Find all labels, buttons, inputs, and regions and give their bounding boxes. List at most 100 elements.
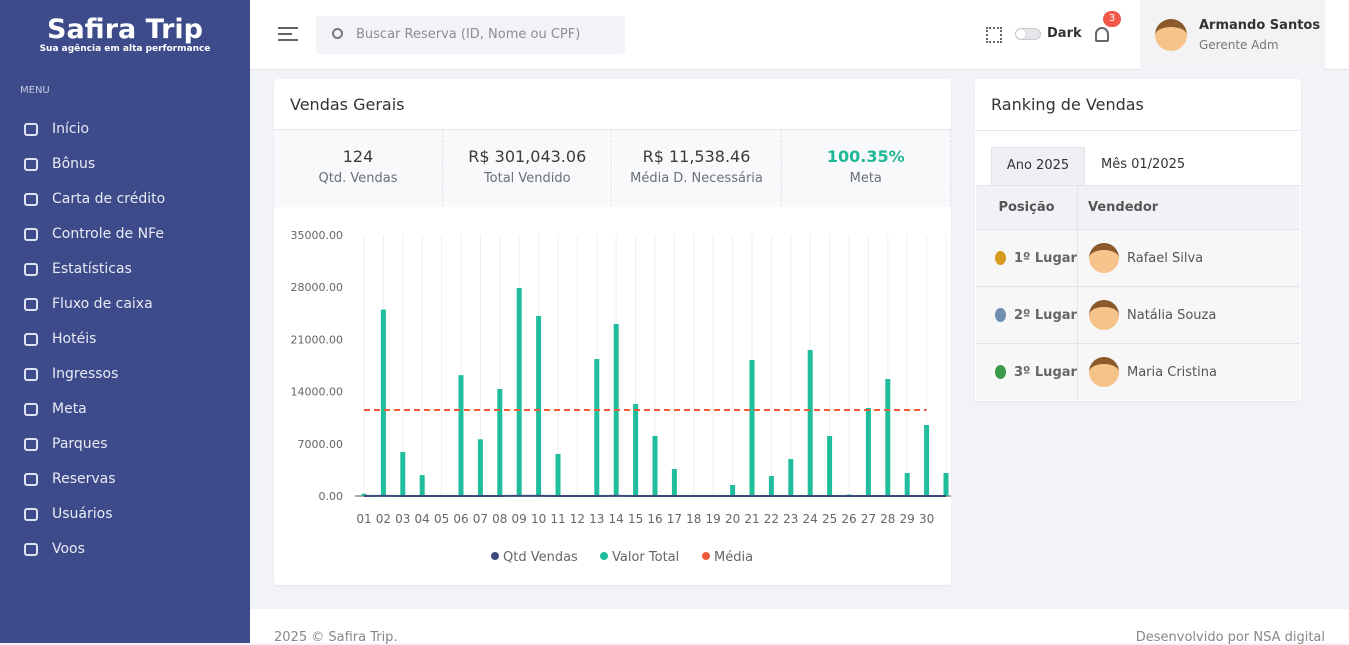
legend-label: Valor Total bbox=[612, 550, 679, 565]
bar bbox=[536, 316, 541, 496]
x-tick-label: 08 bbox=[492, 512, 507, 526]
legend-dot bbox=[491, 552, 499, 560]
sidebar: Safira Trip Sua agência em alta performa… bbox=[0, 0, 250, 643]
y-tick-label: 21000.00 bbox=[291, 333, 344, 346]
topbar: Buscar Reserva (ID, Nome ou CPF) Dark 3 … bbox=[250, 0, 1349, 70]
y-tick-label: 35000.00 bbox=[291, 229, 344, 242]
bar bbox=[924, 425, 929, 496]
brand-tagline: Sua agência em alta performance bbox=[0, 44, 250, 54]
menu-item[interactable]: Ingressos bbox=[24, 364, 118, 384]
menu-item[interactable]: Hotéis bbox=[24, 329, 96, 349]
menu-label: Parques bbox=[52, 436, 108, 452]
badge: 3 bbox=[1103, 11, 1121, 27]
x-tick-label: 19 bbox=[706, 512, 721, 526]
stat: R$ 301,043.06 Total Vendido bbox=[443, 130, 612, 207]
brand-title: Safira Trip bbox=[0, 14, 250, 45]
x-tick-label: 26 bbox=[841, 512, 856, 526]
y-tick-label: 7000.00 bbox=[298, 438, 344, 451]
bar bbox=[478, 439, 483, 496]
chart: 0.00 7000.00 14000.00 21000.00 28000.00 35000… bbox=[274, 207, 951, 585]
legend-label: Média bbox=[714, 550, 753, 565]
menu-label: Bônus bbox=[52, 156, 95, 172]
menu-item[interactable]: Controle de NFe bbox=[24, 224, 164, 244]
x-tick-label: 25 bbox=[822, 512, 837, 526]
user-block[interactable]: Armando Santos Gerente Adm bbox=[1140, 0, 1325, 70]
search-box[interactable]: Buscar Reserva (ID, Nome ou CPF) bbox=[316, 16, 625, 54]
x-tick-label: 03 bbox=[395, 512, 410, 526]
stat-value: R$ 301,043.06 bbox=[443, 147, 611, 166]
theme-toggle[interactable] bbox=[1015, 28, 1041, 40]
bar bbox=[808, 350, 813, 496]
bar bbox=[944, 473, 949, 496]
y-tick-label: 28000.00 bbox=[291, 281, 344, 294]
divider bbox=[1077, 344, 1078, 401]
menu-item[interactable]: Parques bbox=[24, 434, 108, 454]
stat-label: Média D. Necessária bbox=[613, 171, 781, 186]
bar bbox=[633, 404, 638, 496]
x-tick-label: 05 bbox=[434, 512, 449, 526]
x-tick-label: 29 bbox=[900, 512, 915, 526]
menu-label: Controle de NFe bbox=[52, 226, 164, 242]
menu-item[interactable]: Estatísticas bbox=[24, 259, 132, 279]
menu-label: Meta bbox=[52, 401, 87, 417]
avatar bbox=[1089, 357, 1119, 387]
x-tick-label: 17 bbox=[667, 512, 682, 526]
menu-item[interactable]: Voos bbox=[24, 539, 85, 559]
bar bbox=[905, 473, 910, 496]
medal bbox=[995, 251, 1006, 265]
menu-label: Início bbox=[52, 121, 89, 137]
bar bbox=[788, 459, 793, 496]
menu-label: Carta de crédito bbox=[52, 191, 165, 207]
x-tick-label: 12 bbox=[570, 512, 585, 526]
x-tick-label: 06 bbox=[453, 512, 468, 526]
x-tick-label: 11 bbox=[550, 512, 565, 526]
stat-label: Meta bbox=[782, 171, 950, 186]
menu-item[interactable]: Reservas bbox=[24, 469, 116, 489]
bar bbox=[420, 475, 425, 496]
bar bbox=[517, 288, 522, 496]
menu-label: Usuários bbox=[52, 506, 113, 522]
bar bbox=[594, 359, 599, 496]
avatar bbox=[1089, 243, 1119, 273]
menu-heading: MENU bbox=[20, 85, 50, 96]
tab[interactable]: Mês 01/2025 bbox=[1101, 157, 1185, 172]
divider bbox=[1077, 287, 1078, 344]
y-tick-label: 14000.00 bbox=[291, 386, 344, 399]
bell[interactable] bbox=[1095, 27, 1109, 42]
menu-item[interactable]: Início bbox=[24, 119, 89, 139]
stat-value: R$ 11,538.46 bbox=[613, 147, 781, 166]
x-tick-label: 09 bbox=[512, 512, 527, 526]
x-tick-label: 14 bbox=[609, 512, 624, 526]
menu-item[interactable]: Meta bbox=[24, 399, 87, 419]
x-tick-label: 15 bbox=[628, 512, 643, 526]
x-tick-label: 01 bbox=[356, 512, 371, 526]
stat-label: Total Vendido bbox=[443, 171, 611, 186]
y-tick-label: 0.00 bbox=[319, 490, 344, 503]
x-tick-label: 07 bbox=[473, 512, 488, 526]
menu-label: Reservas bbox=[52, 471, 116, 487]
hamburger[interactable] bbox=[278, 27, 298, 41]
bar bbox=[381, 310, 386, 496]
x-tick-label: 02 bbox=[376, 512, 391, 526]
x-tick-label: 28 bbox=[880, 512, 895, 526]
medal bbox=[995, 308, 1006, 322]
ranking-title: Ranking de Vendas bbox=[991, 95, 1144, 114]
theme-label: Dark bbox=[1047, 26, 1082, 41]
menu-item[interactable]: Usuários bbox=[24, 504, 113, 524]
menu-item[interactable]: Carta de crédito bbox=[24, 189, 165, 209]
tab[interactable]: Ano 2025 bbox=[991, 147, 1085, 185]
divider bbox=[1077, 230, 1078, 287]
user-role: Gerente Adm bbox=[1199, 38, 1279, 52]
x-tick-label: 18 bbox=[686, 512, 701, 526]
bar bbox=[400, 452, 405, 496]
bar bbox=[556, 454, 561, 496]
seller: Rafael Silva bbox=[1127, 251, 1203, 266]
menu-item[interactable]: Bônus bbox=[24, 154, 95, 174]
column-header: Vendedor bbox=[1088, 200, 1158, 215]
menu-item[interactable]: Fluxo de caixa bbox=[24, 294, 153, 314]
legend-dot bbox=[702, 552, 710, 560]
bar bbox=[885, 379, 890, 496]
apps-icon[interactable] bbox=[986, 27, 1002, 43]
